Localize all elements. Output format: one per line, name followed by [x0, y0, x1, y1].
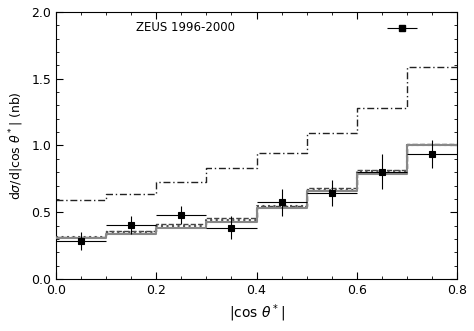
Text: ZEUS 1996-2000: ZEUS 1996-2000 — [136, 22, 235, 34]
X-axis label: $|\cos\,\theta^*|$: $|\cos\,\theta^*|$ — [228, 303, 284, 324]
Y-axis label: d$\sigma$/d$|\cos\,\theta^*|$ (nb): d$\sigma$/d$|\cos\,\theta^*|$ (nb) — [7, 91, 26, 200]
